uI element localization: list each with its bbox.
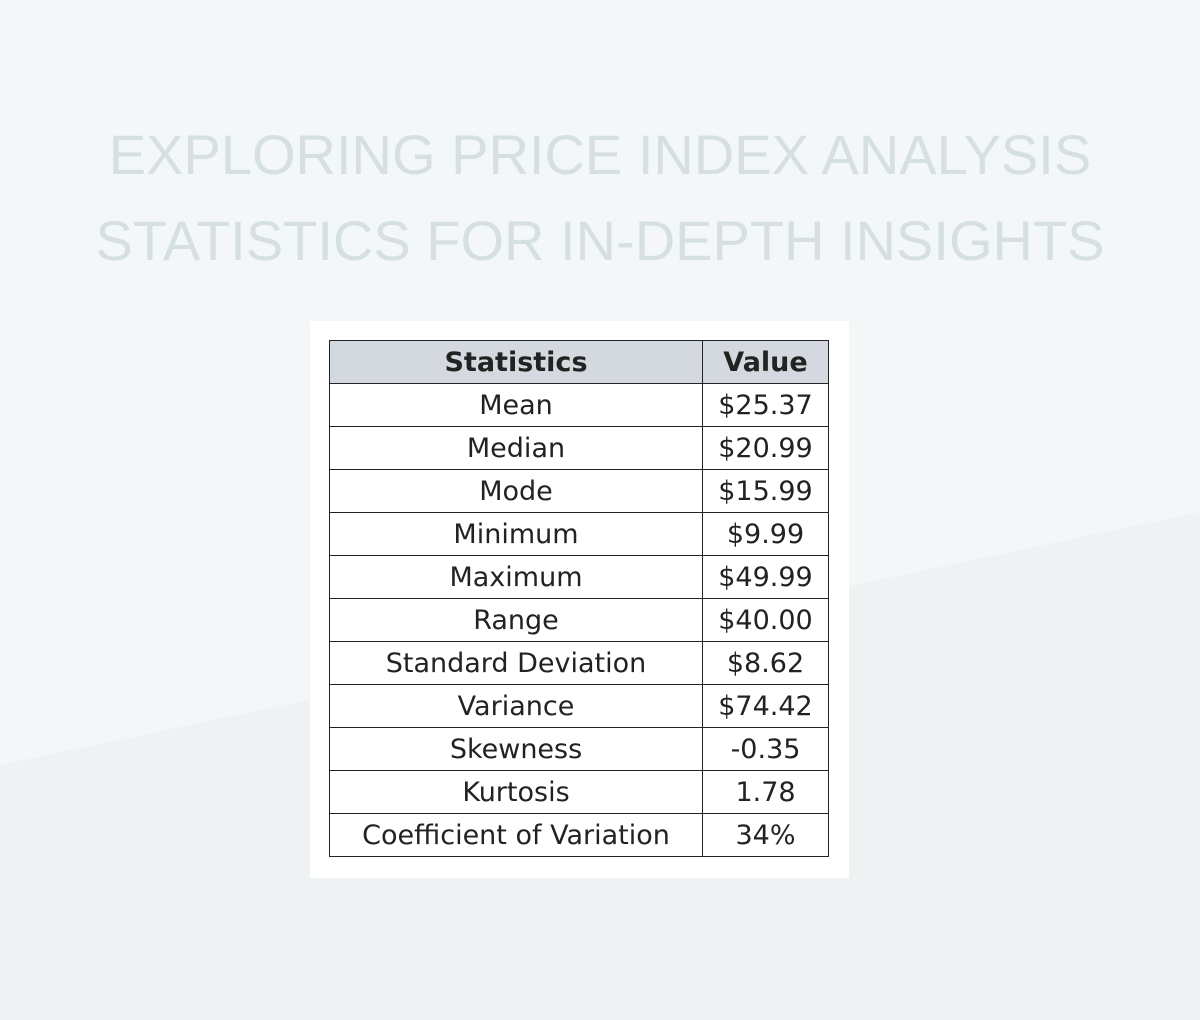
stat-cell: Kurtosis [329,770,703,814]
title: EXPLORING PRICE INDEX ANALYSIS STATISTIC… [0,112,1200,284]
table-body: Mean $25.37 Median $20.99 Mode $15.99 Minimum $… [329,383,829,857]
table-row: Mode $15.99 [329,469,829,513]
card: Statistics Value Mean $25.37 Median $20.99 M… [310,321,849,878]
table-row: Maximum $49.99 [329,555,829,599]
table-row: Minimum $9.99 [329,512,829,556]
table-row: Standard Deviation $8.62 [329,641,829,685]
value-cell: $15.99 [702,469,829,513]
value-cell: $20.99 [702,426,829,470]
value-cell: $8.62 [702,641,829,685]
value-cell: 1.78 [702,770,829,814]
value-cell: 34% [702,813,829,857]
header-row: Statistics Value [329,340,829,384]
stat-cell: Mode [329,469,703,513]
stat-cell: Median [329,426,703,470]
value-cell: -0.35 [702,727,829,771]
table-row: Median $20.99 [329,426,829,470]
stat-cell: Skewness [329,727,703,771]
table-row: Kurtosis 1.78 [329,770,829,814]
stat-cell: Coefficient of Variation [329,813,703,857]
value-cell: $9.99 [702,512,829,556]
header-cell: Statistics [329,340,703,384]
value-cell: $40.00 [702,598,829,642]
stat-cell: Minimum [329,512,703,556]
header-cell: Value [702,340,829,384]
stat-cell: Range [329,598,703,642]
stat-cell: Variance [329,684,703,728]
table-row: Range $40.00 [329,598,829,642]
table-row: Variance $74.42 [329,684,829,728]
value-cell: $74.42 [702,684,829,728]
value-cell: $49.99 [702,555,829,599]
table-row: Skewness -0.35 [329,727,829,771]
title-line: STATISTICS FOR IN-DEPTH INSIGHTS [95,209,1105,272]
stat-cell: Mean [329,383,703,427]
stat-cell: Standard Deviation [329,641,703,685]
stats-table: Statistics Value Mean $25.37 Median $20.99 M… [329,340,829,857]
stat-cell: Maximum [329,555,703,599]
value-cell: $25.37 [702,383,829,427]
table-row: Coefficient of Variation 34% [329,813,829,857]
title-line: EXPLORING PRICE INDEX ANALYSIS [108,123,1092,186]
table-row: Mean $25.37 [329,383,829,427]
